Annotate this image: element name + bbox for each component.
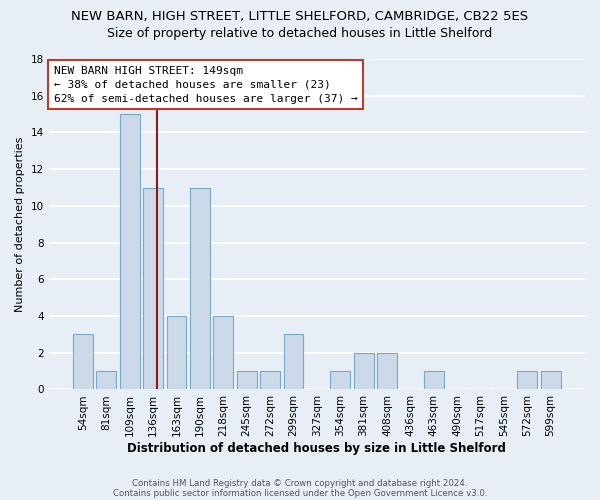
Text: Contains public sector information licensed under the Open Government Licence v3: Contains public sector information licen…	[113, 488, 487, 498]
Bar	[377, 352, 397, 390]
X-axis label: Distribution of detached houses by size in Little Shelford: Distribution of detached houses by size …	[127, 442, 506, 455]
Bar	[284, 334, 304, 390]
Bar	[424, 371, 443, 390]
Text: Contains HM Land Registry data © Crown copyright and database right 2024.: Contains HM Land Registry data © Crown c…	[132, 478, 468, 488]
Bar	[190, 188, 210, 390]
Bar	[330, 371, 350, 390]
Y-axis label: Number of detached properties: Number of detached properties	[15, 136, 25, 312]
Bar	[237, 371, 257, 390]
Bar	[541, 371, 560, 390]
Bar	[167, 316, 187, 390]
Bar	[214, 316, 233, 390]
Text: Size of property relative to detached houses in Little Shelford: Size of property relative to detached ho…	[107, 28, 493, 40]
Bar	[120, 114, 140, 390]
Text: NEW BARN HIGH STREET: 149sqm
← 38% of detached houses are smaller (23)
62% of se: NEW BARN HIGH STREET: 149sqm ← 38% of de…	[54, 66, 358, 104]
Bar	[143, 188, 163, 390]
Bar	[260, 371, 280, 390]
Bar	[353, 352, 374, 390]
Bar	[73, 334, 93, 390]
Bar	[517, 371, 537, 390]
Bar	[97, 371, 116, 390]
Text: NEW BARN, HIGH STREET, LITTLE SHELFORD, CAMBRIDGE, CB22 5ES: NEW BARN, HIGH STREET, LITTLE SHELFORD, …	[71, 10, 529, 23]
